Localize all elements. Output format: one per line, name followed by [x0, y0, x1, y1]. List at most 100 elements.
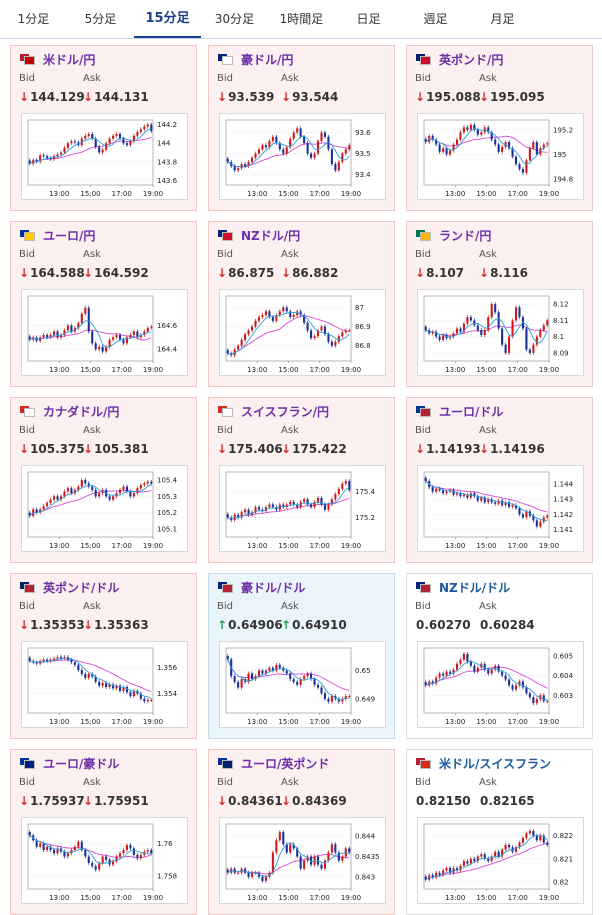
tab-timeframe[interactable]: 5分足	[84, 12, 117, 26]
x-tick-label: 15:00	[278, 718, 298, 726]
card-title[interactable]: ユーロ/ドル	[416, 404, 504, 419]
candlestick-chart[interactable]: 1.356 1.354 13:00 15:00 17:00 19:00	[21, 641, 188, 728]
card-title[interactable]: ランド/円	[416, 228, 492, 243]
candle-body	[129, 845, 132, 849]
card-title[interactable]: 英ポンド/ドル	[20, 580, 120, 595]
rate-card[interactable]: 米ドル/スイスフラン Bid Ask 0.82150 0.82165 0.822…	[406, 749, 593, 915]
candlestick-chart[interactable]: 195.2 195 194.8 13:00 15:00 17:00 19:00	[417, 113, 584, 200]
rate-card[interactable]: スイスフラン/円 Bid Ask ↓175.406 ↓175.422 175.4…	[208, 397, 395, 563]
card-title[interactable]: 米ドル/スイスフラン	[416, 756, 552, 771]
candle-body	[330, 844, 333, 853]
candle-body	[494, 851, 497, 857]
candle-body	[424, 326, 427, 331]
rate-card[interactable]: 英ポンド/円 Bid Ask ↓195.088 ↓195.095 195.2 19…	[406, 45, 593, 211]
candle-body	[80, 670, 83, 674]
candle-body	[264, 145, 267, 148]
rate-card[interactable]: ランド/円 Bid Ask ↓8.107 ↓8.116 8.12 8.11 8.1 8…	[406, 221, 593, 387]
currency-pair-name[interactable]: ユーロ/円	[43, 228, 96, 243]
currency-pair-name[interactable]: スイスフラン/円	[241, 404, 330, 419]
card-title[interactable]: NZドル/ドル	[416, 580, 511, 595]
candlestick-chart[interactable]: 1.76 1.758 13:00 15:00 17:00 19:00	[21, 817, 188, 904]
ask-value: ↓175.422	[281, 442, 347, 456]
rate-card[interactable]: NZドル/円 Bid Ask ↓86.875 ↓86.882 87 86.9 86.…	[208, 221, 395, 387]
candlestick-chart[interactable]: 175.4 175.2 13:00 15:00 17:00 19:00	[219, 465, 386, 552]
card-title[interactable]: ユーロ/豪ドル	[20, 756, 120, 771]
candlestick-chart[interactable]: 1.144 1.143 1.142 1.141 13:00 15:00 17:00 19:00	[417, 465, 584, 552]
bid-value: ↓1.35353	[19, 618, 85, 632]
card-title[interactable]: ユーロ/英ポンド	[218, 756, 330, 771]
candle-body	[473, 665, 476, 672]
candle-body	[501, 500, 504, 506]
candlestick-chart[interactable]: 144.2 144 143.8 143.6 13:00 15:00 17:00 19:00	[21, 113, 188, 200]
rate-card[interactable]: ユーロ/円 Bid Ask ↓164.588 ↓164.592 164.6 164…	[10, 221, 197, 387]
candle-body	[497, 665, 500, 672]
currency-pair-name[interactable]: NZドル/円	[241, 228, 301, 243]
card-title[interactable]: スイスフラン/円	[218, 404, 330, 419]
rate-card[interactable]: ユーロ/ドル Bid Ask ↓1.14193 ↓1.14196 1.144 1.…	[406, 397, 593, 563]
currency-pair-name[interactable]: NZドル/ドル	[439, 580, 511, 595]
candlestick-chart[interactable]: 164.6 164.4 13:00 15:00 17:00 19:00	[21, 289, 188, 376]
x-tick-label: 17:00	[508, 190, 528, 198]
rate-card[interactable]: 豪ドル/ドル Bid Ask ↑0.64906 ↑0.64910 0.65 0.6…	[208, 573, 395, 739]
candle-body	[146, 481, 149, 484]
currency-pair-name[interactable]: 米ドル/円	[43, 52, 96, 67]
candlestick-chart[interactable]: 0.844 0.8435 0.843 13:00 15:00 17:00 19:00	[219, 817, 386, 904]
rate-card[interactable]: 英ポンド/ドル Bid Ask ↓1.35353 ↓1.35363 1.356 1…	[10, 573, 197, 739]
tab-timeframe[interactable]: 15分足	[134, 0, 201, 38]
candle-body	[125, 845, 128, 850]
candle-body	[146, 700, 149, 702]
candle-body	[546, 515, 549, 518]
card-title[interactable]: カナダドル/円	[20, 404, 120, 419]
card-title[interactable]: 英ポンド/円	[416, 52, 504, 67]
card-title[interactable]: 豪ドル/円	[218, 52, 294, 67]
card-title[interactable]: ユーロ/円	[20, 228, 96, 243]
candle-body	[532, 142, 535, 149]
candle-body	[87, 856, 90, 863]
card-title[interactable]: 豪ドル/ドル	[218, 580, 306, 595]
candle-body	[303, 315, 306, 323]
ask-value: 0.60284	[480, 618, 535, 632]
card-title[interactable]: NZドル/円	[218, 228, 301, 243]
rate-card[interactable]: ユーロ/豪ドル Bid Ask ↓1.75937 ↓1.75951 1.76 1.…	[10, 749, 197, 915]
tab-timeframe[interactable]: 1時間足	[279, 12, 324, 26]
card-title[interactable]: 米ドル/円	[20, 52, 96, 67]
candlestick-chart[interactable]: 0.65 0.649 13:00 15:00 17:00 19:00	[219, 641, 386, 728]
candle-body	[341, 332, 344, 337]
rate-card[interactable]: 米ドル/円 Bid Ask ↓144.129 ↓144.131 144.2 144…	[10, 45, 197, 211]
candlestick-chart[interactable]: 105.4 105.3 105.2 105.1 13:00 15:00 17:00 19:00	[21, 465, 188, 552]
currency-pair-name[interactable]: ユーロ/豪ドル	[43, 756, 120, 771]
tab-timeframe[interactable]: 1分足	[17, 12, 50, 26]
tab-timeframe[interactable]: 30分足	[214, 12, 255, 26]
candle-body	[330, 149, 333, 165]
candle-body	[348, 481, 351, 491]
currency-pair-name[interactable]: ユーロ/英ポンド	[241, 756, 330, 771]
currency-pair-name[interactable]: カナダドル/円	[43, 404, 120, 419]
candle-body	[247, 509, 250, 515]
rate-card[interactable]: 豪ドル/円 Bid Ask ↓93.539 ↓93.544 93.6 93.5 93…	[208, 45, 395, 211]
candlestick-chart[interactable]: 0.605 0.604 0.603 13:00 15:00 17:00 19:00	[417, 641, 584, 728]
candle-body	[525, 328, 528, 350]
rate-card[interactable]: NZドル/ドル Bid Ask 0.60270 0.60284 0.605 0.6…	[406, 573, 593, 739]
tab-timeframe[interactable]: 日足	[356, 12, 381, 26]
currency-pair-name[interactable]: 英ポンド/ドル	[43, 580, 120, 595]
currency-pair-name[interactable]: 英ポンド/円	[439, 52, 504, 67]
candlestick-chart[interactable]: 87 86.9 86.8 13:00 15:00 17:00 19:00	[219, 289, 386, 376]
candle-body	[247, 673, 250, 682]
tab-timeframe[interactable]: 週足	[423, 12, 448, 26]
currency-pair-name[interactable]: ランド/円	[439, 228, 492, 243]
currency-pair-name[interactable]: 米ドル/スイスフラン	[439, 756, 552, 771]
tab-timeframe[interactable]: 月足	[490, 12, 515, 26]
candle-body	[459, 493, 462, 497]
candlestick-chart[interactable]: 0.822 0.821 0.82 13:00 15:00 17:00 19:00	[417, 817, 584, 904]
candle-body	[268, 504, 271, 508]
currency-pair-name[interactable]: ユーロ/ドル	[439, 404, 504, 419]
candle-body	[435, 331, 438, 337]
candlestick-chart[interactable]: 93.6 93.5 93.4 13:00 15:00 17:00 19:00	[219, 113, 386, 200]
rate-card[interactable]: カナダドル/円 Bid Ask ↓105.375 ↓105.381 105.4 1…	[10, 397, 197, 563]
currency-pair-name[interactable]: 豪ドル/ドル	[241, 580, 306, 595]
candlestick-chart[interactable]: 8.12 8.11 8.1 8.09 13:00 15:00 17:00 19:00	[417, 289, 584, 376]
currency-pair-name[interactable]: 豪ドル/円	[241, 52, 294, 67]
candle-body	[115, 335, 118, 338]
rate-card[interactable]: ユーロ/英ポンド Bid Ask ↓0.84361 ↓0.84369 0.844…	[208, 749, 395, 915]
candle-body	[445, 868, 448, 871]
